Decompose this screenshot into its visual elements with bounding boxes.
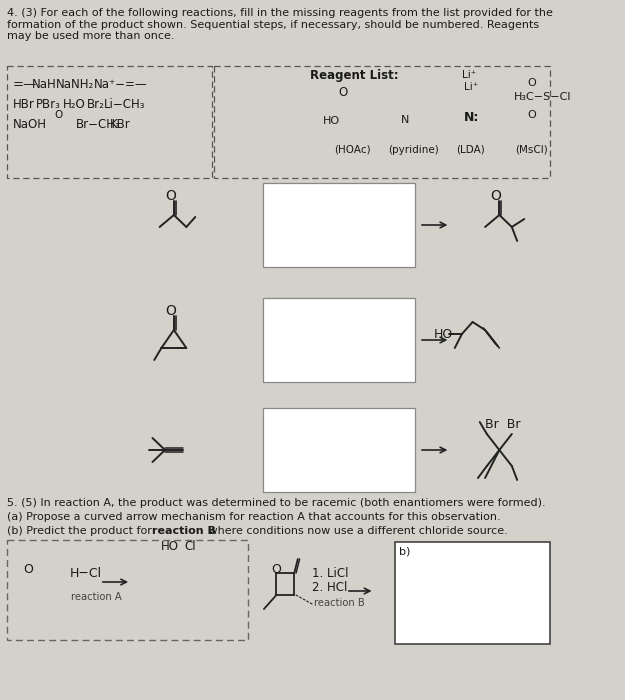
Bar	[263, 183, 414, 267]
Text: Li⁺: Li⁺	[464, 82, 478, 92]
Text: b): b)	[399, 546, 411, 556]
Text: HO: HO	[322, 116, 340, 126]
Text: Br₂: Br₂	[86, 98, 104, 111]
Text: where conditions now use a different chloride source.: where conditions now use a different chl…	[205, 526, 508, 536]
Text: Li⁺: Li⁺	[462, 70, 476, 80]
Text: O: O	[165, 189, 176, 203]
Text: reaction B: reaction B	[152, 526, 216, 536]
Text: =—: =—	[12, 78, 37, 91]
Text: Na⁺−=—: Na⁺−=—	[94, 78, 148, 91]
Text: O: O	[528, 110, 537, 120]
Text: Reagent List:: Reagent List:	[310, 69, 399, 82]
Text: Cl: Cl	[184, 540, 196, 553]
Text: (HOAc): (HOAc)	[334, 145, 371, 155]
Text: 5. (5) In reaction A, the product was determined to be racemic (both enantiomers: 5. (5) In reaction A, the product was de…	[7, 498, 546, 508]
Text: Li−CH₃: Li−CH₃	[104, 98, 146, 111]
Text: 4. (3) For each of the following reactions, fill in the missing reagents from th: 4. (3) For each of the following reactio…	[7, 8, 553, 41]
Text: HO: HO	[161, 540, 179, 553]
Text: (b) Predict the product for: (b) Predict the product for	[7, 526, 156, 536]
Text: NaOH: NaOH	[12, 118, 46, 131]
Text: reaction A: reaction A	[71, 592, 122, 602]
Bar	[7, 540, 248, 640]
Bar	[263, 298, 414, 382]
Text: NaNH₂: NaNH₂	[56, 78, 94, 91]
Text: (pyridine): (pyridine)	[388, 145, 439, 155]
Text: Br−CH₃: Br−CH₃	[76, 118, 121, 131]
Text: NaH: NaH	[32, 78, 57, 91]
Text: reaction B: reaction B	[314, 598, 364, 608]
Text: O: O	[54, 110, 62, 120]
Text: N:: N:	[464, 111, 479, 124]
Text: N: N	[401, 115, 409, 125]
Text: (LDA): (LDA)	[456, 145, 485, 155]
Text: H₃C−S−Cl: H₃C−S−Cl	[514, 92, 571, 102]
Text: KBr: KBr	[109, 118, 131, 131]
Text: HO: HO	[433, 328, 452, 341]
Text: 1. LiCl: 1. LiCl	[312, 567, 349, 580]
Text: (MsCl): (MsCl)	[516, 145, 548, 155]
Text: O: O	[271, 563, 281, 576]
Text: O: O	[23, 563, 33, 576]
Text: H−Cl: H−Cl	[69, 567, 102, 580]
Text: O: O	[165, 304, 176, 318]
Text: PBr₃: PBr₃	[36, 98, 61, 111]
Bar	[214, 66, 550, 178]
Bar	[395, 542, 550, 644]
Text: O: O	[528, 78, 537, 88]
Text: H₂O: H₂O	[62, 98, 85, 111]
Text: Br  Br: Br Br	[485, 418, 521, 431]
Text: O: O	[339, 86, 348, 99]
Text: HBr: HBr	[12, 98, 34, 111]
Text: O: O	[491, 189, 501, 203]
Bar	[7, 66, 212, 178]
Text: 2. HCl: 2. HCl	[312, 581, 348, 594]
Bar	[263, 408, 414, 492]
Text: (a) Propose a curved arrow mechanism for reaction A that accounts for this obser: (a) Propose a curved arrow mechanism for…	[7, 512, 501, 522]
